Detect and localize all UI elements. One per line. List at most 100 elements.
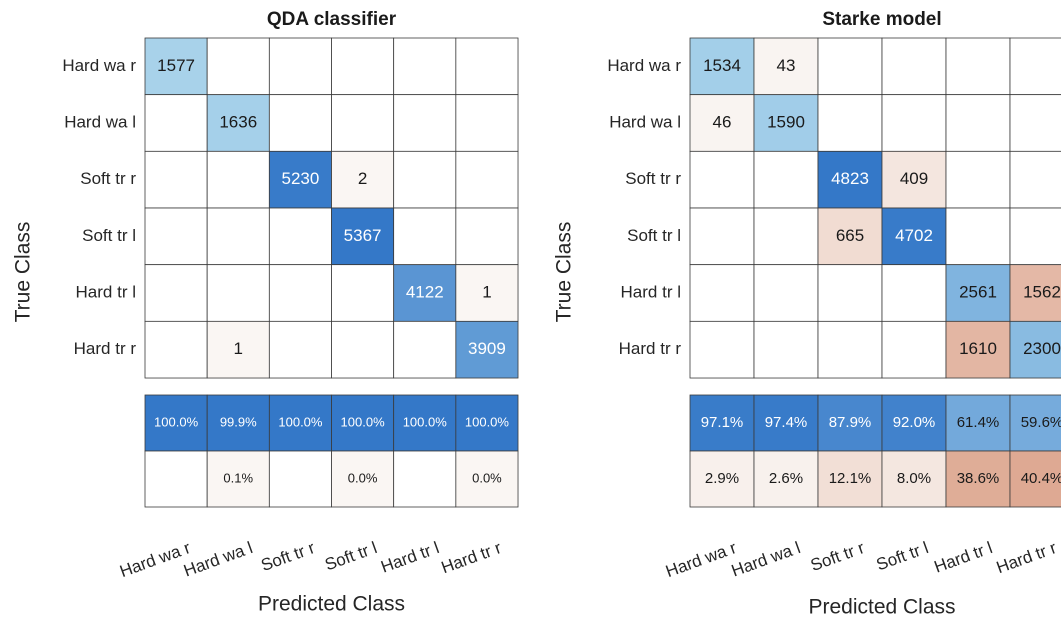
empty-cell [945,207,1011,266]
summary-value: 40.4% [1021,470,1061,487]
x-tick-label: Hard tr r [439,538,504,577]
empty-cell [945,94,1011,152]
empty-cell [144,94,208,152]
cell [144,37,208,96]
summary-value: 38.6% [957,470,1000,487]
cell-value: 46 [713,112,732,131]
summary-value: 2.6% [769,470,803,487]
x-tick-label: Hard tr l [378,538,441,577]
x-tick-label: Hard wa r [663,538,739,581]
summary-value: 97.1% [701,414,744,431]
summary-value: 2.9% [705,470,739,487]
empty-cell [268,320,332,379]
cell-value: 43 [777,56,796,75]
empty-cell [1009,37,1061,96]
cell-value: 1577 [157,56,195,75]
empty-cell [1009,150,1061,209]
summary-cell [945,394,1011,452]
empty-cell [817,94,883,152]
cell [817,150,883,209]
y-tick-label: Hard wa l [609,112,681,131]
y-axis-label: True Class [553,222,576,323]
empty-cell [1009,94,1061,152]
y-tick-label: Hard tr l [621,282,681,301]
empty-cell [881,94,947,152]
y-tick-label: Hard wa l [64,112,136,131]
empty-cell [689,264,755,322]
empty-cell [689,320,755,379]
summary-cell [144,394,208,452]
empty-cell [206,264,270,322]
empty-cell [881,264,947,322]
y-tick-label: Hard tr l [76,282,136,301]
empty-cell [268,264,332,322]
empty-cell [753,207,819,266]
cell-value: 1562 [1023,282,1061,301]
summary-value: 100.0% [465,414,510,429]
summary-cell [331,394,395,452]
summary-cell [331,450,395,508]
cell-value: 1 [482,282,491,301]
cell-value: 2561 [959,282,997,301]
summary-cell [455,450,519,508]
cell-value: 4702 [895,226,933,245]
empty-cell [331,320,395,379]
cell [331,150,395,209]
y-tick-label: Soft tr l [627,226,681,245]
summary-cell [1009,394,1061,452]
cell-value: 1534 [703,56,741,75]
summary-value: 59.6% [1021,414,1061,431]
x-tick-label: Soft tr l [322,538,379,574]
summary-value: 8.0% [897,470,931,487]
y-tick-label: Hard tr r [619,339,682,358]
cell-value: 4823 [831,169,869,188]
empty-cell [817,37,883,96]
summary-value: 12.1% [829,470,872,487]
cell-value: 1590 [767,112,805,131]
summary-cell [881,394,947,452]
cell [689,37,755,96]
empty-cell [455,150,519,209]
y-tick-label: Soft tr l [82,226,136,245]
cell [817,207,883,266]
y-tick-label: Hard tr r [74,339,137,358]
x-tick-label: Soft tr r [258,538,317,575]
empty-cell [393,320,457,379]
empty-cell [881,37,947,96]
summary-cell [753,450,819,508]
summary-value: 97.4% [765,414,808,431]
cell [945,320,1011,379]
x-tick-label: Soft tr r [808,538,867,575]
empty-cell [144,264,208,322]
empty-cell [689,150,755,209]
empty-cell [268,450,332,508]
summary-value: 61.4% [957,414,1000,431]
summary-cell [1009,450,1061,508]
summary-cell [689,394,755,452]
x-tick-label: Hard tr l [932,538,995,577]
empty-cell [268,207,332,266]
summary-value: 0.1% [223,470,253,485]
empty-cell [393,450,457,508]
summary-cell [455,394,519,452]
empty-cell [1009,207,1061,266]
empty-cell [753,320,819,379]
empty-cell [268,37,332,96]
cell [689,94,755,152]
cell [1009,320,1061,379]
x-tick-label: Soft tr l [874,538,931,574]
summary-value: 100.0% [403,414,448,429]
empty-cell [393,94,457,152]
empty-cell [817,264,883,322]
x-axis-label: Predicted Class [808,596,955,619]
empty-cell [455,207,519,266]
empty-cell [206,207,270,266]
empty-cell [753,150,819,209]
summary-cell [393,394,457,452]
y-tick-label: Soft tr r [625,169,681,188]
empty-cell [455,94,519,152]
cell [206,94,270,152]
x-axis-label: Predicted Class [258,593,405,616]
cell [945,264,1011,322]
